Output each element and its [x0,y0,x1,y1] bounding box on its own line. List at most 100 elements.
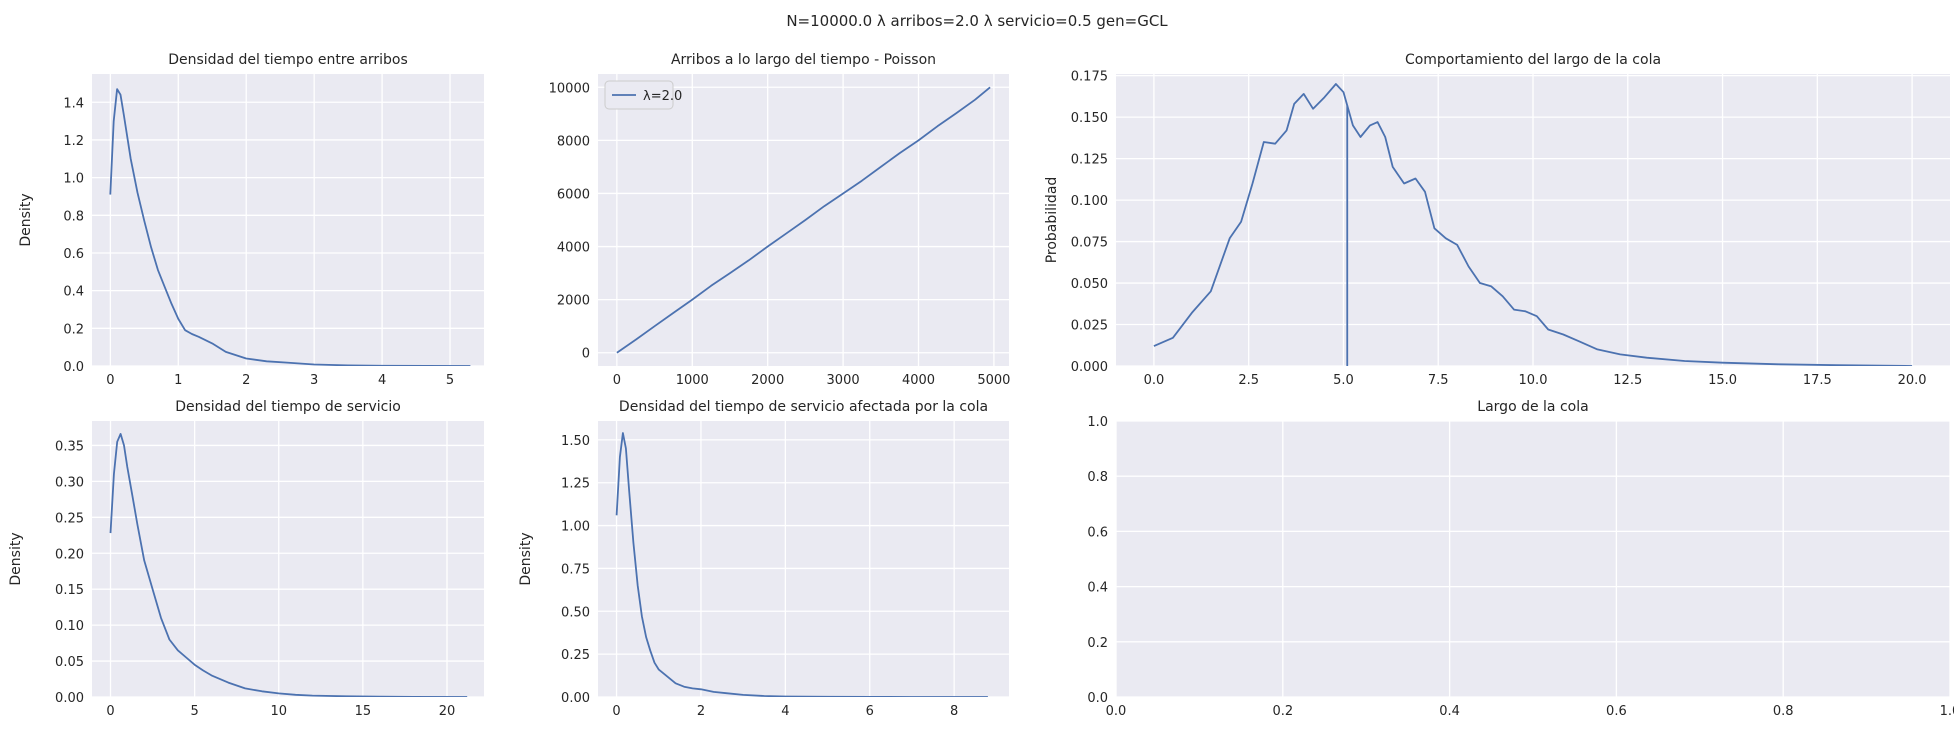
y-axis-label: Density [518,532,534,585]
y-tick-label: 0.050 [1071,277,1108,292]
x-tick-label: 1 [174,373,182,388]
y-tick-label: 0.4 [1087,581,1108,596]
x-tick-label: 1000 [676,373,709,388]
y-tick-label: 0.000 [1071,360,1108,375]
y-tick-label: 0.50 [561,605,590,620]
y-tick-label: 0.15 [55,583,84,598]
plot-area [1116,421,1950,697]
y-tick-label: 0.00 [561,691,590,706]
x-tick-label: 15 [355,704,372,719]
x-tick-label: 15.0 [1708,373,1737,388]
legend: λ=2.0 [604,80,682,110]
y-tick-label: 0.2 [63,322,84,337]
x-tick-label: 7.5 [1428,373,1449,388]
y-axis-label: Density [8,532,24,585]
x-tick-label: 10 [270,704,287,719]
y-axis-label: Density [18,193,34,246]
y-tick-label: 0.100 [1071,194,1108,209]
x-tick-label: 1.0 [1940,704,1954,719]
subplot-arrivals-over-time: 0 1000 2000 3000 4000 5000 0 2000 4000 6000 8000 10… [549,52,1011,388]
x-tick-label: 0.2 [1272,704,1293,719]
subplot-queue-affected-service-density: 0 2 4 6 8 0.00 0.25 0.50 0.75 1.00 1.25 1.50 Densida… [518,399,1009,719]
y-tick-label: 0.00 [55,691,84,706]
x-tick-label: 0 [612,704,620,719]
y-tick-label: 6000 [557,187,590,202]
x-tick-label: 0.0 [1144,373,1165,388]
y-tick-label: 1.00 [561,520,590,535]
y-tick-label: 0.75 [561,562,590,577]
series-line [1153,83,1913,366]
x-tick-label: 0.8 [1773,704,1794,719]
x-tick-label: 20.0 [1898,373,1927,388]
y-tick-label: 0.35 [55,439,84,454]
y-tick-label: 1.0 [1087,415,1108,430]
y-tick-label: 0.0 [63,360,84,375]
x-tick-label: 12.5 [1613,373,1642,388]
y-tick-label: 1.25 [561,477,590,492]
subplot-title: Densidad del tiempo de servicio [175,399,401,415]
x-tick-label: 20 [439,704,456,719]
y-tick-label: 0.150 [1071,111,1108,126]
y-tick-label: 0 [582,347,590,362]
x-tick-label: 2.5 [1238,373,1259,388]
x-tick-label: 3 [310,373,318,388]
plot-area [92,421,484,697]
x-tick-label: 6 [866,704,874,719]
y-tick-label: 2000 [557,294,590,309]
y-tick-label: 0.025 [1071,319,1108,334]
subplot-title: Comportamiento del largo de la cola [1405,52,1661,68]
x-tick-label: 17.5 [1803,373,1832,388]
subplot-title: Largo de la cola [1477,399,1588,415]
y-tick-label: 4000 [557,241,590,256]
x-tick-label: 0 [106,373,114,388]
x-tick-label: 0 [106,704,114,719]
y-tick-label: 0.075 [1071,236,1108,251]
subplot-title: Arribos a lo largo del tiempo - Poisson [671,52,936,68]
x-tick-label: 3000 [827,373,860,388]
y-tick-label: 0.8 [63,209,84,224]
series-line [109,432,468,697]
y-tick-label: 0.4 [63,285,84,300]
y-tick-label: 0.25 [55,511,84,526]
subplot-interarrival-density: 0 1 2 3 4 5 0.0 0.2 0.4 0.6 0.8 1.0 1.2 1.4 Densidad d… [18,52,484,388]
plot-area [598,421,1009,697]
y-tick-label: 0.8 [1087,470,1108,485]
x-tick-label: 0.6 [1606,704,1627,719]
x-tick-label: 5 [446,373,454,388]
y-tick-label: 0.175 [1071,70,1108,85]
y-tick-label: 0.0 [1087,691,1108,706]
y-tick-label: 0.6 [63,247,84,262]
subplot-queue-length-behaviour: 0.0 2.5 5.0 7.5 10.0 12.5 15.0 17.5 20.0 0.000 0.0… [1044,52,1950,388]
y-tick-label: 0.2 [1087,636,1108,651]
x-tick-label: 4 [781,704,789,719]
x-tick-label: 4 [378,373,386,388]
y-tick-label: 0.10 [55,619,84,634]
y-tick-label: 1.2 [63,134,84,149]
y-tick-label: 0.6 [1087,525,1108,540]
subplot-queue-length: 0.0 0.2 0.4 0.6 0.8 1.0 0.0 0.2 0.4 0.6 0.8 1.0 Larg… [1087,399,1954,719]
series-line [616,86,991,354]
y-tick-label: 10000 [549,81,590,96]
subplots: 0 1 2 3 4 5 0.0 0.2 0.4 0.6 0.8 1.0 1.2 1.4 Densidad d… [8,52,1954,719]
y-tick-label: 8000 [557,134,590,149]
x-tick-label: 2 [242,373,250,388]
subplot-title: Densidad del tiempo de servicio afectada… [619,399,988,415]
x-tick-label: 2000 [751,373,784,388]
x-tick-label: 5000 [977,373,1010,388]
y-axis-label: Probabilidad [1044,177,1060,264]
x-tick-label: 10.0 [1519,373,1548,388]
x-tick-label: 5 [190,704,198,719]
x-tick-label: 0.4 [1439,704,1460,719]
subplot-title: Densidad del tiempo entre arribos [168,52,408,68]
y-tick-label: 1.0 [63,172,84,187]
legend-label: λ=2.0 [643,89,682,104]
y-tick-label: 0.25 [561,648,590,663]
y-tick-label: 1.50 [561,434,590,449]
legend-frame [604,80,674,110]
x-tick-label: 0.0 [1106,704,1127,719]
series-line [109,88,471,366]
x-tick-label: 4000 [902,373,935,388]
plot-area [92,74,484,366]
x-tick-label: 2 [697,704,705,719]
x-tick-label: 8 [950,704,958,719]
